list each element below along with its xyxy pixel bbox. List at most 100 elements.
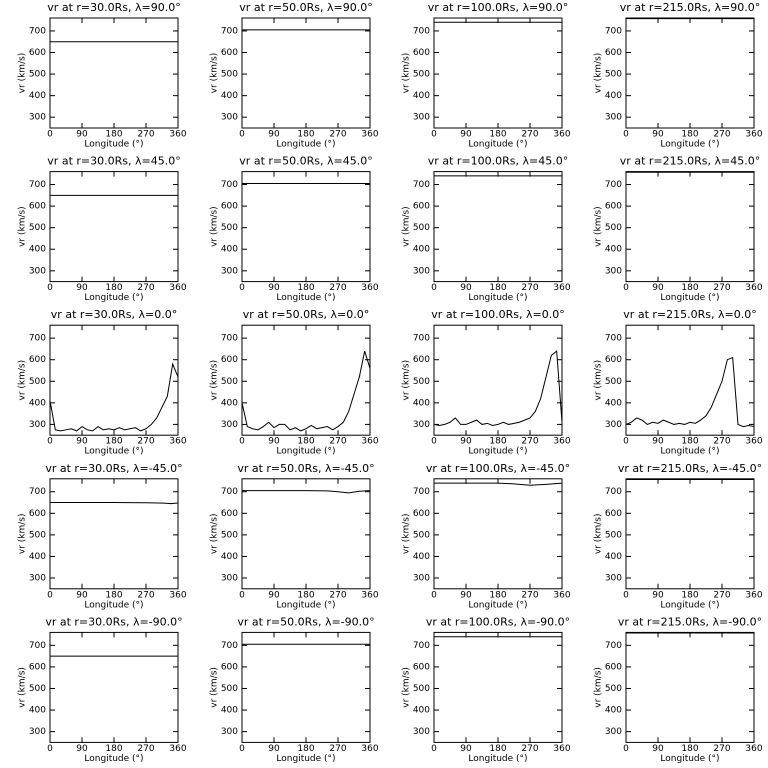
plot-frame — [49, 324, 179, 436]
y-tick-label: 500 — [29, 377, 46, 387]
y-tick-label: 500 — [221, 684, 238, 694]
x-tick-label: 0 — [47, 590, 53, 600]
x-tick-label: 270 — [329, 130, 346, 140]
chart-title: vr at r=215.0Rs, λ=-45.0° — [618, 462, 762, 475]
x-tick-label: 0 — [239, 590, 245, 600]
x-tick-label: 360 — [745, 590, 762, 600]
x-tick-label: 270 — [521, 130, 538, 140]
y-tick-label: 600 — [221, 355, 238, 365]
chart-title: vr at r=30.0Rs, λ=0.0° — [51, 308, 177, 321]
x-tick-label: 270 — [713, 130, 730, 140]
y-tick-label: 700 — [413, 487, 430, 497]
x-tick-label: 180 — [681, 283, 698, 293]
x-tick-label: 90 — [652, 437, 664, 447]
y-tick-label: 400 — [29, 552, 46, 562]
y-tick-label: 500 — [413, 377, 430, 387]
x-tick-label: 90 — [76, 590, 88, 600]
x-tick-label: 270 — [521, 744, 538, 754]
x-tick-label: 270 — [329, 590, 346, 600]
y-tick-label: 700 — [29, 641, 46, 651]
y-axis-label: vr (km/s) — [18, 360, 28, 401]
x-tick-label: 270 — [713, 283, 730, 293]
x-tick-label: 180 — [489, 437, 506, 447]
y-tick-label: 300 — [413, 420, 430, 430]
x-tick-label: 180 — [105, 130, 122, 140]
x-tick-label: 360 — [361, 130, 378, 140]
x-tick-label: 180 — [297, 283, 314, 293]
y-tick-label: 700 — [413, 180, 430, 190]
x-tick-label: 180 — [105, 283, 122, 293]
x-tick-label: 90 — [268, 744, 280, 754]
plot-frame — [625, 478, 755, 590]
y-tick-label: 600 — [221, 48, 238, 58]
y-tick-label: 500 — [413, 684, 430, 694]
y-tick-label: 600 — [605, 48, 622, 58]
x-tick-label: 180 — [489, 744, 506, 754]
y-axis-label: vr (km/s) — [18, 53, 28, 94]
x-tick-label: 270 — [713, 744, 730, 754]
plot-frame — [625, 171, 755, 283]
x-tick-label: 360 — [169, 130, 186, 140]
data-line — [434, 482, 563, 486]
x-axis-label: Longitude (°) — [660, 293, 719, 303]
y-tick-label: 500 — [221, 530, 238, 540]
plot-frame — [625, 631, 755, 743]
y-tick-label: 300 — [413, 266, 430, 276]
x-axis-label: Longitude (°) — [660, 140, 719, 150]
y-tick-label: 300 — [221, 574, 238, 584]
x-axis-label: Longitude (°) — [468, 293, 527, 303]
y-tick-label: 600 — [29, 202, 46, 212]
plot-frame — [49, 478, 179, 590]
x-tick-label: 0 — [47, 130, 53, 140]
y-axis-label: vr (km/s) — [594, 513, 604, 554]
plot-frame — [625, 17, 755, 129]
data-line — [50, 502, 179, 505]
x-tick-label: 180 — [297, 130, 314, 140]
x-tick-label: 360 — [361, 590, 378, 600]
x-tick-label: 180 — [489, 590, 506, 600]
x-axis-label: Longitude (°) — [276, 754, 335, 764]
plot-frame — [241, 324, 371, 436]
chart-title: vr at r=50.0Rs, λ=0.0° — [243, 308, 369, 321]
y-tick-label: 700 — [413, 641, 430, 651]
x-tick-label: 0 — [431, 437, 437, 447]
x-tick-label: 0 — [623, 437, 629, 447]
y-tick-label: 700 — [605, 487, 622, 497]
x-axis-label: Longitude (°) — [660, 600, 719, 610]
chart-title: vr at r=100.0Rs, λ=45.0° — [428, 155, 568, 168]
x-tick-label: 90 — [460, 130, 472, 140]
y-tick-label: 300 — [413, 727, 430, 737]
data-line — [241, 350, 371, 432]
y-tick-label: 400 — [221, 398, 238, 408]
y-tick-label: 500 — [413, 530, 430, 540]
y-tick-label: 300 — [29, 574, 46, 584]
x-tick-label: 90 — [76, 744, 88, 754]
y-tick-label: 600 — [29, 509, 46, 519]
x-axis-label: Longitude (°) — [276, 447, 335, 457]
x-axis-label: Longitude (°) — [468, 600, 527, 610]
y-tick-label: 500 — [221, 223, 238, 233]
y-axis-label: vr (km/s) — [594, 206, 604, 247]
x-tick-label: 270 — [521, 437, 538, 447]
y-tick-label: 500 — [605, 223, 622, 233]
y-tick-label: 600 — [413, 509, 430, 519]
y-tick-label: 300 — [605, 727, 622, 737]
y-axis-label: vr (km/s) — [210, 513, 220, 554]
x-tick-label: 90 — [652, 744, 664, 754]
x-tick-label: 360 — [169, 283, 186, 293]
y-tick-label: 300 — [221, 727, 238, 737]
y-tick-label: 600 — [29, 48, 46, 58]
x-tick-label: 360 — [361, 283, 378, 293]
chart-title: vr at r=100.0Rs, λ=90.0° — [428, 1, 568, 14]
x-tick-label: 360 — [553, 130, 570, 140]
x-tick-label: 90 — [652, 590, 664, 600]
y-tick-label: 600 — [605, 202, 622, 212]
chart-title: vr at r=30.0Rs, λ=45.0° — [47, 155, 180, 168]
y-tick-label: 400 — [221, 552, 238, 562]
y-tick-label: 300 — [605, 420, 622, 430]
x-tick-label: 180 — [297, 744, 314, 754]
y-axis-label: vr (km/s) — [594, 53, 604, 94]
y-tick-label: 300 — [605, 574, 622, 584]
y-tick-label: 300 — [605, 266, 622, 276]
